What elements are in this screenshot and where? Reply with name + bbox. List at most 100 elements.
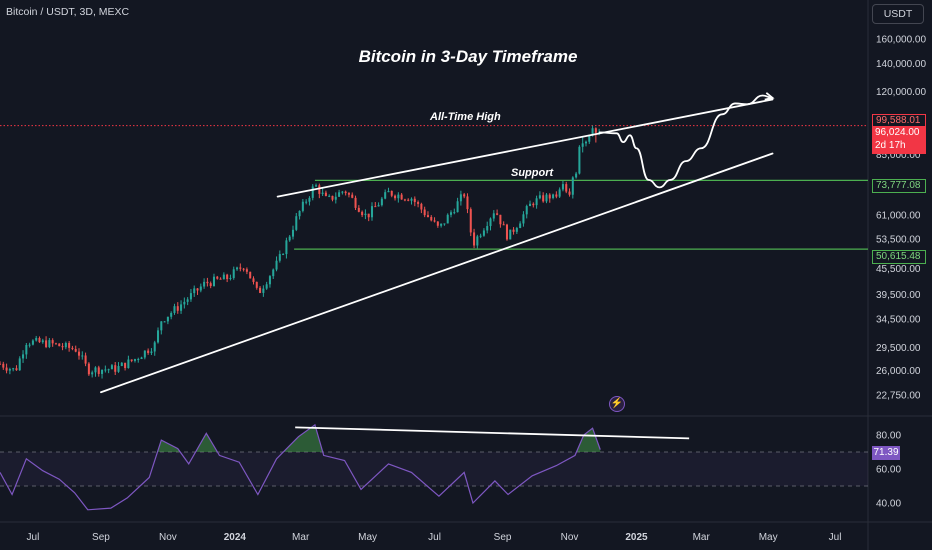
candle-body [334, 196, 337, 200]
candle-body [357, 207, 360, 212]
candle-body [364, 213, 367, 216]
price-tick-label: 120,000.00 [876, 87, 926, 98]
candle-body [48, 340, 51, 348]
candle-body [45, 340, 48, 348]
candle-body [591, 128, 594, 136]
candle-body [120, 362, 123, 366]
candle-body [124, 362, 127, 369]
candle-body [5, 367, 8, 371]
candle-body [189, 293, 192, 300]
all-time-high-label: All-Time High [430, 111, 501, 123]
candle-body [265, 284, 268, 289]
time-tick-label: Jul [428, 532, 441, 543]
candle-body [588, 135, 591, 142]
candle-body [420, 203, 423, 210]
candle-body [41, 340, 44, 343]
candle-body [545, 194, 548, 202]
candle-body [58, 343, 61, 347]
candle-body [173, 306, 176, 313]
candle-body [315, 185, 318, 187]
candle-body [12, 368, 15, 370]
candle-body [71, 347, 74, 349]
candle-body [64, 343, 67, 348]
candle-body [222, 274, 225, 280]
price-tick-label: 39,500.00 [876, 290, 921, 301]
candle-body [206, 281, 209, 284]
price-tick-label: 22,750.00 [876, 391, 921, 402]
candle-body [370, 206, 374, 218]
time-tick-label: 2025 [625, 532, 648, 543]
candle-body [0, 363, 2, 365]
candle-body [338, 192, 341, 197]
candle-body [298, 210, 301, 217]
candle-body [446, 214, 449, 224]
chart-title: Bitcoin in 3-Day Timeframe [358, 47, 578, 66]
time-tick-label: Mar [693, 532, 711, 543]
candle-body [278, 254, 281, 261]
candle-body [272, 269, 275, 277]
lightning-icon[interactable]: ⚡ [609, 396, 625, 412]
candle-body [552, 194, 555, 198]
candle-body [459, 194, 462, 202]
candle-body [252, 278, 255, 282]
price-tick-label: 53,500.00 [876, 235, 921, 246]
candle-body [377, 205, 380, 207]
currency-button[interactable]: USDT [872, 4, 924, 24]
candle-body [291, 229, 295, 237]
candle-body [482, 230, 485, 236]
candle-body [394, 195, 397, 199]
candle-body [199, 286, 202, 291]
candle-body [74, 348, 77, 352]
candle-body [216, 276, 219, 279]
level-2-price-tag: 50,615.48 [872, 250, 926, 264]
candle-body [476, 236, 479, 246]
candle-body [426, 215, 429, 217]
time-tick-label: Nov [561, 532, 579, 543]
candle-body [538, 195, 541, 199]
candle-body [578, 146, 581, 174]
candle-body [196, 288, 199, 291]
candle-body [347, 193, 350, 195]
time-tick-label: Sep [494, 532, 512, 543]
candle-body [407, 199, 410, 201]
candle-body [35, 337, 38, 341]
rsi-band-fill [0, 452, 868, 486]
candle-body [440, 223, 443, 226]
candle-body [2, 363, 5, 368]
candle-body [466, 196, 469, 210]
candle-body [249, 271, 252, 279]
candle-body [147, 350, 150, 353]
candle-body [374, 206, 377, 208]
price-tick-label: 29,500.00 [876, 343, 921, 354]
candle-body [417, 202, 420, 204]
candle-body [268, 276, 271, 285]
candle-body [232, 269, 235, 278]
candle-body [301, 201, 304, 211]
candle-body [163, 321, 166, 323]
upper-resistance-trendline [276, 98, 774, 198]
candle-body [449, 212, 453, 215]
candle-body [117, 365, 120, 372]
price-tick-label: 45,500.00 [876, 264, 921, 275]
candle-body [110, 365, 113, 370]
candle-body [505, 224, 508, 240]
candle-body [212, 276, 216, 287]
candle-body [561, 184, 564, 190]
candle-body [324, 192, 327, 196]
candle-body [107, 369, 110, 371]
candle-body [54, 343, 57, 345]
time-tick-label: Jul [27, 532, 40, 543]
candle-body [499, 214, 502, 225]
candle-body [575, 173, 578, 178]
candle-body [594, 128, 597, 133]
price-tick-label: 61,000.00 [876, 211, 921, 222]
candle-body [156, 330, 160, 343]
price-tick-label: 160,000.00 [876, 35, 926, 46]
candle-body [400, 194, 403, 200]
candle-body [361, 211, 364, 216]
candle-body [512, 229, 515, 232]
candle-body [226, 274, 229, 280]
candle-body [380, 198, 383, 206]
candle-body [311, 186, 314, 198]
